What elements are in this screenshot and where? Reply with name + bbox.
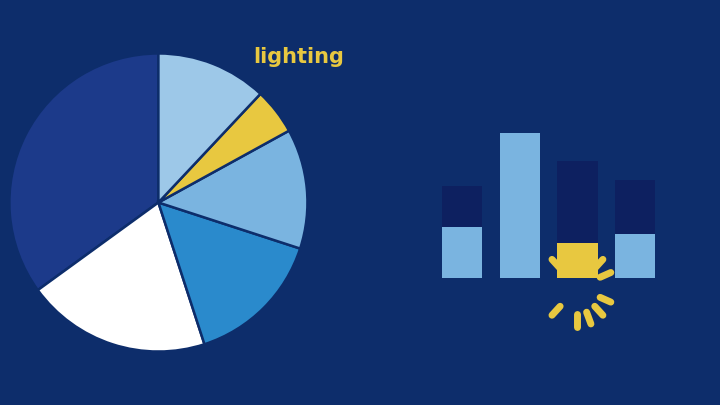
Text: lighting: lighting xyxy=(253,47,344,67)
Wedge shape xyxy=(158,131,307,249)
Bar xyxy=(557,161,598,243)
Bar xyxy=(615,180,655,234)
Bar xyxy=(500,132,540,278)
Wedge shape xyxy=(158,94,289,202)
Wedge shape xyxy=(158,202,300,344)
Bar xyxy=(615,234,655,278)
Bar xyxy=(557,243,598,278)
Wedge shape xyxy=(38,202,204,352)
Bar xyxy=(442,227,482,278)
Wedge shape xyxy=(9,53,158,290)
Wedge shape xyxy=(158,53,261,202)
Bar xyxy=(442,186,482,227)
